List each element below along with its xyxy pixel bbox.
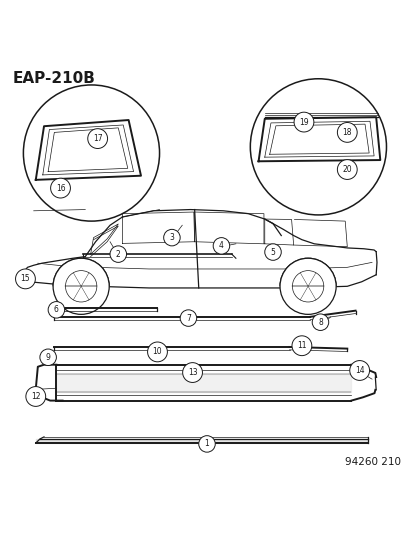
Circle shape (213, 238, 229, 254)
Circle shape (26, 386, 45, 406)
Circle shape (110, 246, 126, 262)
Text: 12: 12 (31, 392, 40, 401)
Circle shape (349, 361, 369, 381)
Text: 3: 3 (169, 233, 174, 242)
Circle shape (264, 244, 280, 260)
Text: 5: 5 (270, 247, 275, 256)
Text: 17: 17 (93, 134, 102, 143)
Text: 1: 1 (204, 439, 209, 448)
Text: 20: 20 (342, 165, 351, 174)
Text: 94260 210: 94260 210 (344, 457, 400, 466)
Circle shape (163, 229, 180, 246)
Text: 14: 14 (354, 366, 363, 375)
Text: 9: 9 (45, 353, 50, 362)
Circle shape (182, 362, 202, 383)
Text: 11: 11 (297, 341, 306, 350)
Circle shape (53, 259, 109, 314)
Circle shape (180, 310, 196, 326)
Text: 4: 4 (218, 241, 223, 251)
Circle shape (48, 302, 64, 318)
Circle shape (88, 128, 107, 149)
Text: 8: 8 (317, 318, 322, 327)
Text: 10: 10 (152, 348, 162, 357)
Text: 2: 2 (116, 249, 120, 259)
Circle shape (293, 112, 313, 132)
Circle shape (24, 273, 31, 280)
Circle shape (337, 123, 356, 142)
Text: 18: 18 (342, 128, 351, 137)
Text: EAP-210B: EAP-210B (13, 70, 96, 85)
Text: 19: 19 (299, 118, 308, 126)
Circle shape (311, 314, 328, 330)
Circle shape (147, 342, 167, 362)
Text: 6: 6 (54, 305, 59, 314)
Circle shape (291, 336, 311, 356)
Circle shape (23, 85, 159, 221)
Circle shape (250, 79, 386, 215)
Circle shape (50, 178, 70, 198)
Circle shape (198, 435, 215, 452)
Circle shape (40, 349, 56, 366)
Circle shape (292, 271, 323, 302)
Text: 7: 7 (185, 313, 190, 322)
Circle shape (279, 259, 335, 314)
Text: 15: 15 (21, 274, 30, 284)
Circle shape (337, 160, 356, 180)
Text: 16: 16 (56, 183, 65, 192)
Circle shape (16, 269, 35, 289)
Text: 13: 13 (187, 368, 197, 377)
Circle shape (65, 271, 97, 302)
